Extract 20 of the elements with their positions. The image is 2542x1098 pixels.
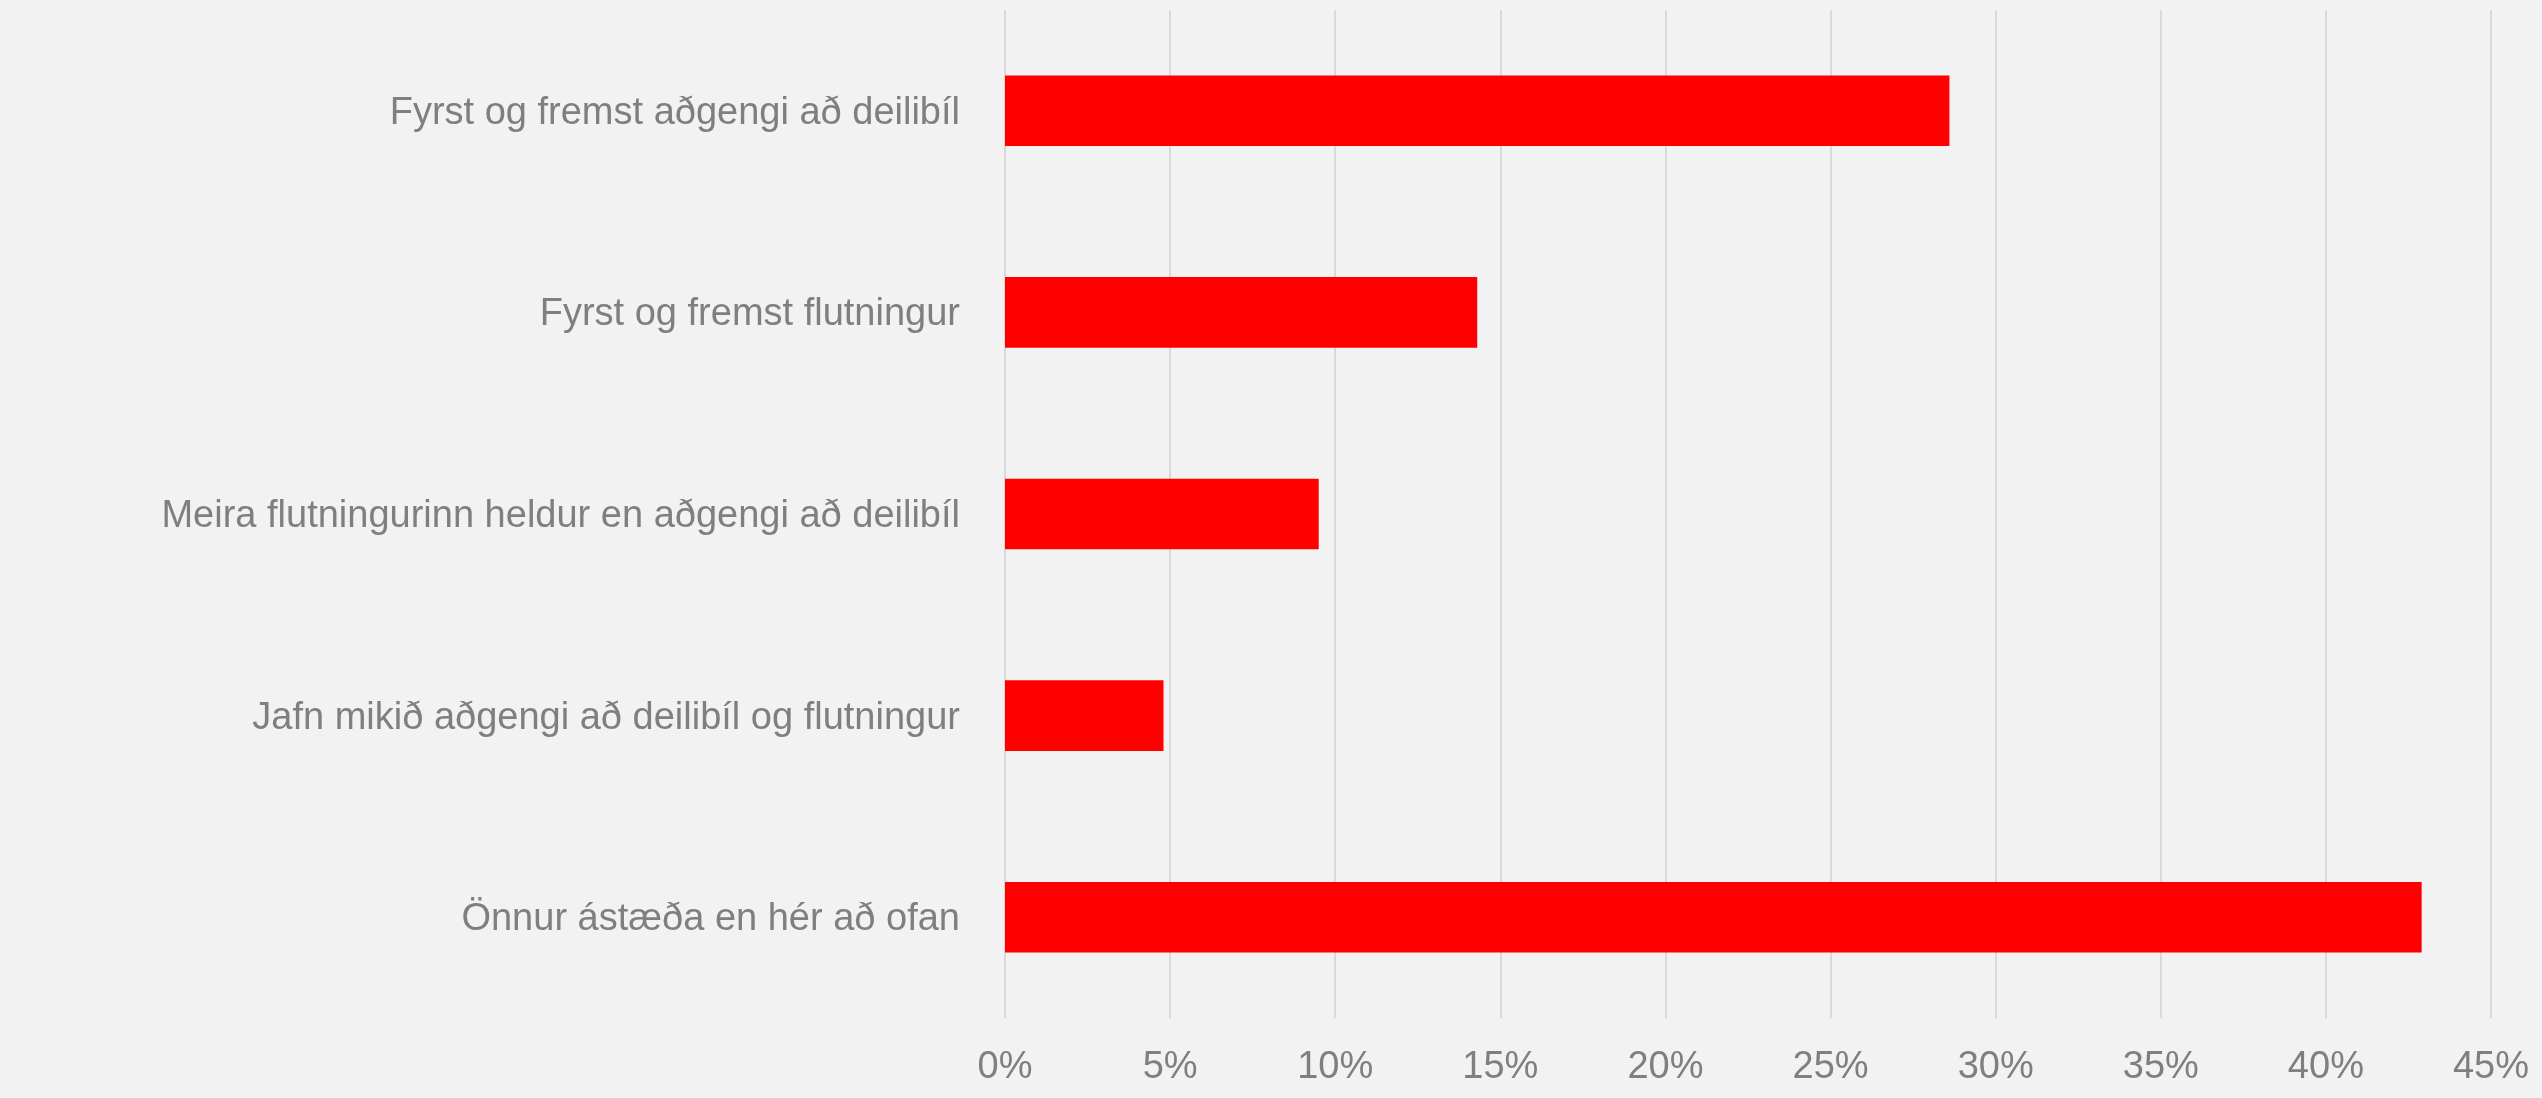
x-tick-label: 30% <box>1957 1044 2034 1086</box>
x-tick-label: 25% <box>1792 1044 1869 1086</box>
x-tick-label: 15% <box>1462 1044 1539 1086</box>
y-tick-label: Fyrst og fremst flutningur <box>539 291 961 334</box>
bar <box>1005 478 1319 550</box>
bar <box>1005 277 1478 348</box>
x-tick-label: 45% <box>2452 1044 2530 1086</box>
bar <box>1005 75 1950 147</box>
x-tick-label: 35% <box>2122 1044 2199 1086</box>
x-tick-label: 0% <box>977 1044 1033 1086</box>
y-tick-label: Önnur ástæða en hér að ofan <box>461 896 960 939</box>
y-tick-label: Jafn mikið aðgengi að deilibíl og flutningur <box>252 694 961 737</box>
bar <box>1005 680 1164 751</box>
x-tick-label: 40% <box>2287 1044 2364 1086</box>
x-tick-label: 5% <box>1142 1044 1198 1086</box>
x-tick-label: 20% <box>1627 1044 1704 1086</box>
bar <box>1005 881 2422 953</box>
x-tick-label: 10% <box>1297 1044 1374 1086</box>
y-tick-label: Meira flutningurinn heldur en aðgengi að deilibíl <box>161 493 960 535</box>
y-tick-label: Fyrst og fremst aðgengi að deilibíl <box>389 89 960 132</box>
